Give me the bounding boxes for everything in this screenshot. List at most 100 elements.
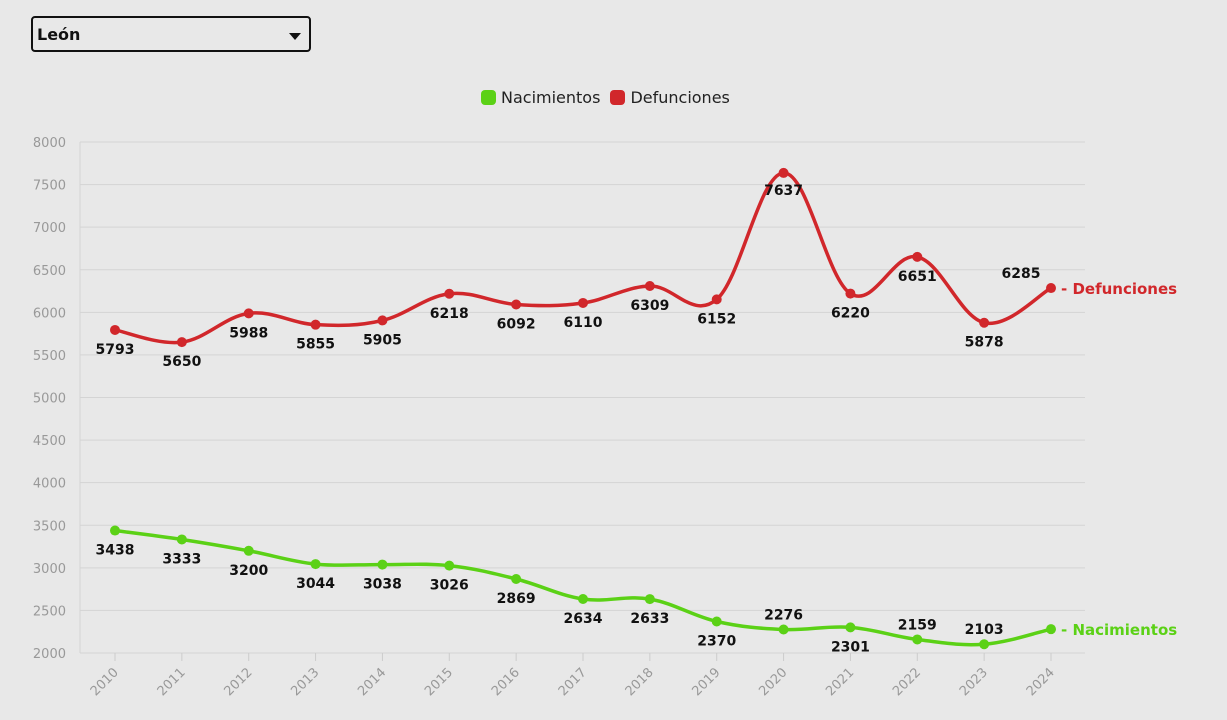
data-point	[444, 288, 455, 299]
data-point	[845, 288, 856, 299]
series-line-defunciones	[114, 171, 1052, 345]
data-point	[176, 337, 187, 348]
x-tick-label: 2019	[690, 665, 724, 699]
data-label: 2869	[497, 591, 536, 607]
legend-item-defunciones[interactable]: Defunciones	[610, 88, 730, 107]
data-label: 2301	[831, 639, 870, 655]
x-tick-label: 2017	[556, 665, 590, 699]
data-label: 5793	[96, 342, 135, 358]
y-tick-label: 2500	[33, 604, 66, 619]
legend-label: Defunciones	[630, 88, 730, 107]
y-tick-label: 3500	[33, 519, 66, 534]
data-label: 5855	[296, 337, 335, 353]
data-point	[243, 545, 254, 556]
data-point	[110, 324, 120, 335]
data-point	[110, 525, 120, 536]
data-point	[243, 308, 254, 319]
data-label: 6651	[898, 269, 937, 285]
data-label: 7637	[764, 183, 803, 199]
y-tick-label: 4500	[33, 434, 66, 449]
data-label: 3026	[430, 578, 469, 594]
x-tick-label: 2021	[823, 665, 857, 699]
data-label: 3438	[96, 543, 135, 559]
data-point	[176, 534, 187, 545]
data-point	[444, 560, 455, 571]
y-tick-label: 6500	[33, 264, 66, 279]
x-tick-label: 2016	[489, 665, 523, 699]
data-point	[578, 297, 588, 308]
x-tick-label: 2014	[355, 665, 389, 699]
data-point	[1046, 624, 1056, 635]
data-point	[644, 594, 655, 605]
data-point	[912, 634, 923, 645]
data-label: 6092	[497, 316, 536, 332]
y-tick-label: 6000	[33, 306, 66, 321]
data-label: 6152	[697, 311, 736, 327]
x-tick-label: 2018	[623, 665, 657, 699]
data-point	[310, 319, 321, 330]
legend-label: Nacimientos	[501, 88, 601, 107]
y-tick-label: 7000	[33, 221, 66, 236]
data-label: 6220	[831, 306, 870, 322]
data-point	[377, 315, 388, 326]
data-label: 6110	[564, 315, 603, 331]
data-point	[979, 639, 990, 650]
chevron-down-icon	[289, 33, 301, 40]
y-tick-label: 5500	[33, 349, 66, 364]
data-label: 6285	[1002, 266, 1041, 282]
x-tick-label: 2015	[422, 665, 456, 699]
data-point	[578, 594, 588, 605]
x-tick-label: 2020	[756, 665, 790, 699]
region-select[interactable]: León	[31, 16, 311, 52]
data-point	[845, 622, 856, 633]
data-point	[1046, 283, 1056, 294]
data-label: 6309	[630, 298, 669, 314]
data-point	[778, 167, 789, 178]
data-label: 2634	[564, 611, 603, 627]
y-tick-label: 3000	[33, 562, 66, 577]
y-tick-label: 2000	[33, 647, 66, 662]
x-tick-label: 2010	[88, 665, 122, 699]
y-tick-label: 5000	[33, 392, 66, 407]
data-label: 3038	[363, 577, 402, 593]
data-point	[778, 624, 789, 635]
data-point	[310, 559, 321, 570]
region-select-value: León	[37, 25, 81, 44]
x-tick-label: 2013	[288, 665, 322, 699]
data-label: 5988	[229, 325, 268, 341]
data-label: 6218	[430, 306, 469, 322]
data-point	[711, 294, 722, 305]
x-tick-label: 2012	[222, 665, 256, 699]
legend-swatch	[481, 90, 496, 105]
data-label: 2103	[965, 622, 1004, 638]
data-point	[711, 616, 722, 627]
data-label: 5650	[162, 354, 201, 370]
x-tick-label: 2024	[1024, 665, 1058, 699]
data-point	[979, 317, 990, 328]
chart-legend: Nacimientos Defunciones	[481, 88, 730, 107]
series-end-label: - Defunciones	[1061, 280, 1177, 298]
series-end-label: - Nacimientos	[1061, 621, 1177, 639]
data-point	[377, 559, 388, 570]
data-point	[644, 281, 655, 292]
data-label: 5878	[965, 335, 1004, 351]
data-point	[912, 251, 923, 262]
y-tick-label: 7500	[33, 179, 66, 194]
data-label: 3333	[162, 551, 201, 567]
data-point	[511, 299, 522, 310]
data-point	[511, 573, 522, 584]
x-tick-label: 2023	[957, 665, 991, 699]
legend-swatch	[610, 90, 626, 105]
data-label: 3200	[229, 563, 268, 579]
data-label: 2370	[697, 633, 736, 649]
data-label: 2633	[630, 611, 669, 627]
x-tick-label: 2011	[155, 665, 189, 699]
legend-item-nacimientos[interactable]: Nacimientos	[481, 88, 600, 107]
data-label: 2276	[764, 607, 803, 623]
data-label: 5905	[363, 332, 402, 348]
data-label: 2159	[898, 617, 937, 633]
y-tick-label: 8000	[33, 136, 66, 151]
data-label: 3044	[296, 576, 335, 592]
y-tick-label: 4000	[33, 477, 66, 492]
